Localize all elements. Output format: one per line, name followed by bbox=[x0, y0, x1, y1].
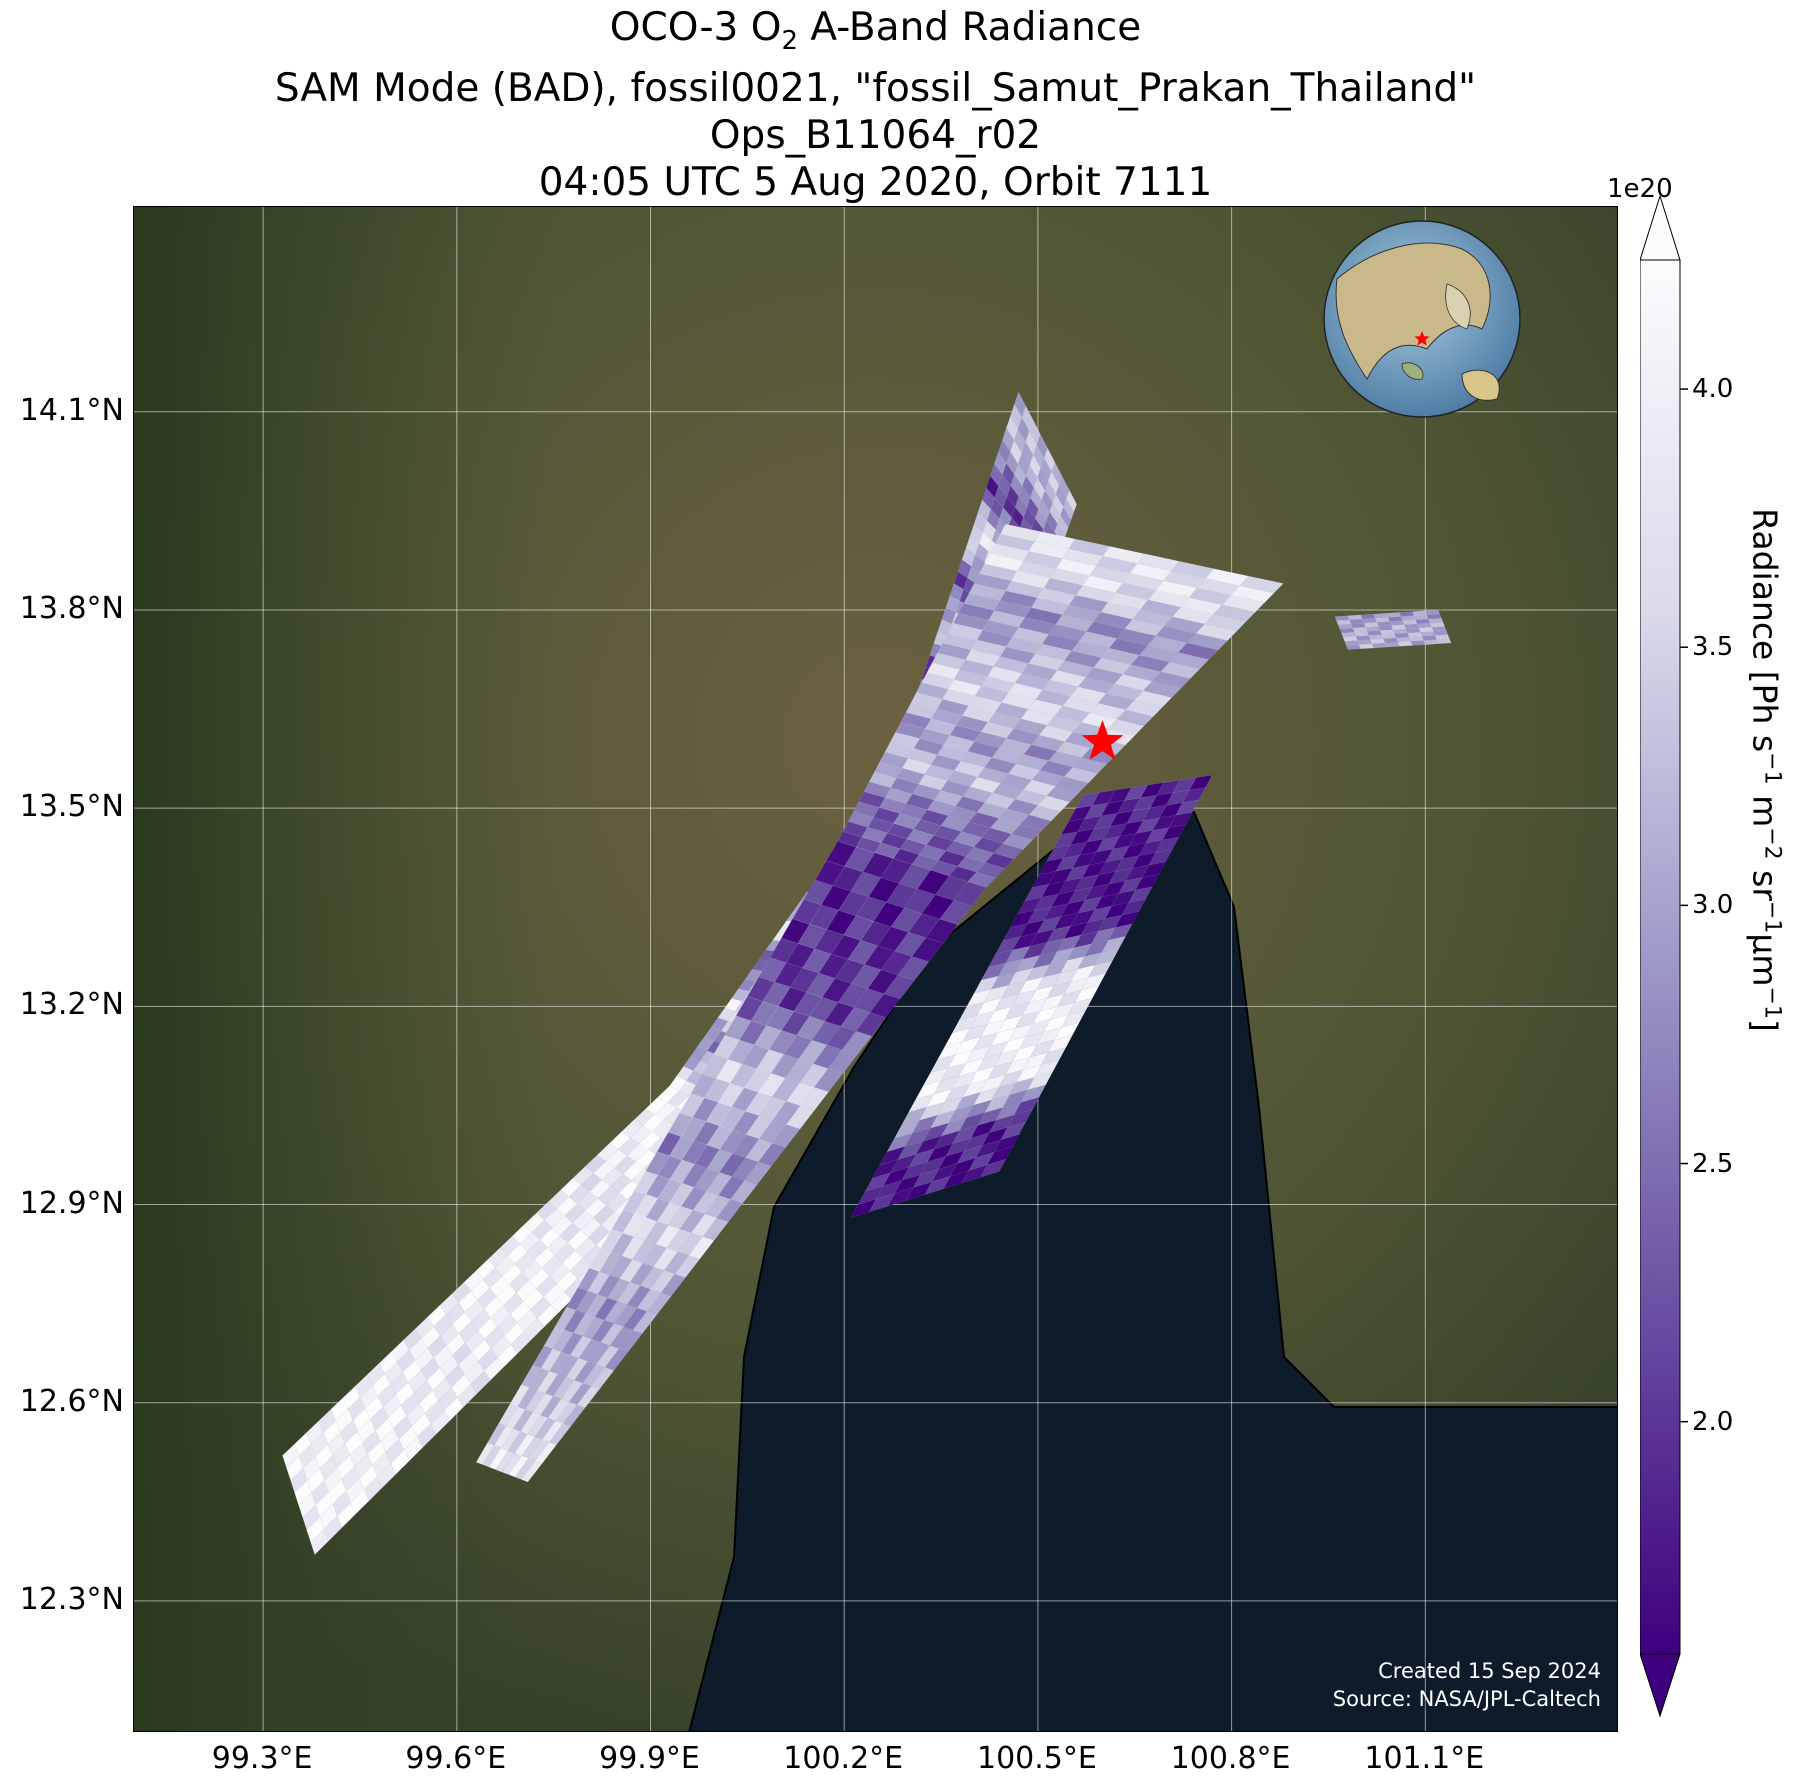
title-line-2: SAM Mode (BAD), fossil0021, "fossil_Samu… bbox=[274, 65, 1477, 111]
map-panel[interactable]: Created 15 Sep 2024 Source: NASA/JPL-Cal… bbox=[133, 206, 1618, 1732]
sounding-cell bbox=[1436, 638, 1452, 645]
map-canvas bbox=[134, 207, 1617, 1731]
colorbar-ticks bbox=[1680, 388, 1688, 1423]
colorbar-label: Radiance [Ph s−1 m−2 sr−1μm−1] bbox=[1745, 508, 1785, 1032]
lat-tick-label: 14.1°N bbox=[19, 392, 124, 428]
gulf-sea bbox=[689, 812, 1617, 1731]
lat-tick-label: 12.3°N bbox=[19, 1581, 124, 1617]
title-line-1: OCO-3 O2 A-Band Radiance bbox=[609, 5, 1142, 56]
lon-tick-label: 101.1°E bbox=[1364, 1741, 1485, 1776]
title-line-4: 04:05 UTC 5 Aug 2020, Orbit 7111 bbox=[538, 159, 1213, 205]
lat-tick-label: 13.5°N bbox=[19, 789, 124, 825]
sounding-cell bbox=[1384, 641, 1400, 648]
colorbar-bottom-extension bbox=[1640, 1653, 1681, 1718]
sounding-cell bbox=[1345, 644, 1362, 650]
sounding-cell bbox=[1371, 642, 1387, 649]
lon-tick-label: 99.3°E bbox=[211, 1741, 313, 1776]
lon-tick-label: 100.5°E bbox=[976, 1741, 1097, 1776]
inset-star-icon bbox=[1414, 331, 1430, 346]
radiance-swaths bbox=[282, 391, 1452, 1556]
colorbar-exponent: 1e20 bbox=[1607, 174, 1673, 204]
sounding-cell bbox=[1239, 575, 1284, 594]
colorbar bbox=[1640, 196, 1688, 1718]
lat-tick-label: 13.2°N bbox=[19, 987, 124, 1023]
inset-globe bbox=[1323, 220, 1521, 418]
title-block: OCO-3 O2 A-Band Radiance SAM Mode (BAD),… bbox=[133, 4, 1618, 206]
title-line-3: Ops_B11064_r02 bbox=[709, 112, 1042, 158]
sounding-cell bbox=[1397, 641, 1413, 647]
sounding-cell bbox=[1410, 640, 1426, 646]
colorbar-body bbox=[1640, 259, 1681, 1655]
sounding-cell bbox=[1188, 774, 1213, 791]
sounding-cell bbox=[1423, 639, 1439, 645]
credit-source: Source: NASA/JPL-Caltech bbox=[1332, 1687, 1601, 1711]
lat-tick-label: 13.8°N bbox=[19, 590, 124, 626]
colorbar-tick-label: 3.0 bbox=[1692, 890, 1734, 921]
colorbar-tick-label: 4.0 bbox=[1692, 374, 1734, 405]
lon-tick-label: 100.2°E bbox=[783, 1741, 904, 1776]
lat-tick-label: 12.6°N bbox=[19, 1383, 124, 1419]
sounding-cell bbox=[1358, 643, 1375, 650]
target-star-marker bbox=[1081, 720, 1124, 760]
lon-tick-label: 100.8°E bbox=[1170, 1741, 1291, 1776]
colorbar-top-extension bbox=[1640, 196, 1681, 261]
credit-created: Created 15 Sep 2024 bbox=[1378, 1659, 1601, 1683]
colorbar-tick-label: 2.0 bbox=[1692, 1406, 1734, 1437]
colorbar-tick-label: 3.5 bbox=[1692, 632, 1734, 663]
lat-tick-label: 12.9°N bbox=[19, 1185, 124, 1221]
target-star-icon bbox=[1081, 720, 1124, 760]
lon-tick-label: 99.9°E bbox=[599, 1741, 700, 1776]
sounding-cell bbox=[1066, 489, 1077, 513]
colorbar-tick-label: 2.5 bbox=[1692, 1148, 1734, 1179]
lon-tick-label: 99.6°E bbox=[405, 1741, 507, 1776]
